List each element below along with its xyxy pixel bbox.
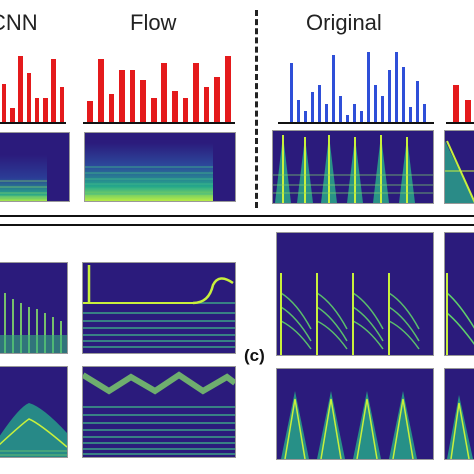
bar-original-10 (352, 103, 357, 122)
bar-flow-5 (129, 69, 136, 122)
bar-edge-2 (464, 99, 472, 122)
horizontal-divider-upper (0, 215, 474, 217)
bar-original-1 (289, 62, 294, 122)
bar-cnn-2 (10, 108, 15, 122)
bar-original-7 (331, 55, 336, 122)
spectrogram-original-top (272, 130, 434, 204)
bar-flow-11 (193, 62, 199, 122)
bar-original-2 (296, 99, 301, 122)
bar-original-16 (394, 51, 399, 122)
bar-flow-6 (140, 80, 147, 122)
bar-cnn-6 (43, 97, 48, 122)
spectrogram-flow-top (84, 132, 236, 202)
bar-original-20 (422, 103, 427, 122)
bar-original-17 (401, 66, 406, 122)
bar-flow-10 (182, 97, 189, 122)
bar-cnn-4 (26, 73, 32, 122)
bar-original-15 (387, 70, 392, 122)
bar-chart-cnn (0, 52, 66, 122)
bar-chart-flow (85, 52, 233, 122)
bar-original-8 (338, 96, 343, 122)
horizontal-divider-lower (0, 224, 474, 226)
bar-flow-9 (171, 90, 178, 122)
bar-edge-1 (452, 84, 460, 122)
header-flow: Flow (130, 10, 177, 35)
bar-cnn-7 (51, 59, 56, 122)
bar-baseline-original (278, 122, 434, 124)
bar-flow-13 (214, 76, 221, 122)
spectrogram-edge-bottom (444, 368, 474, 460)
header-cnn: CNN (0, 10, 38, 35)
bar-flow-12 (203, 87, 210, 122)
bar-flow-2 (97, 59, 104, 122)
bar-baseline-cnn (0, 122, 66, 124)
spectrogram-flow-bottom (82, 366, 236, 458)
bar-original-5 (317, 85, 322, 122)
spectrogram-flow-mid (82, 262, 236, 354)
bar-original-14 (380, 96, 385, 122)
panel-label-c: (c) (244, 346, 265, 365)
bar-flow-4 (119, 69, 125, 122)
bar-flow-3 (108, 94, 115, 122)
bar-original-4 (310, 92, 315, 122)
spectrogram-edge-mid (444, 232, 474, 356)
bar-flow-14 (224, 55, 231, 122)
bar-original-19 (415, 81, 420, 122)
spectrogram-original-bottom (276, 368, 434, 460)
bar-chart-original (288, 48, 428, 122)
spectrogram-cnn-mid (0, 262, 68, 354)
bar-baseline-edge (446, 122, 474, 124)
bar-original-18 (408, 107, 413, 122)
bar-original-13 (373, 85, 378, 122)
spectrogram-cnn-bottom (0, 366, 68, 458)
spectrogram-original-mid (276, 232, 434, 356)
bar-cnn-3 (18, 55, 23, 122)
bar-flow-1 (87, 101, 94, 122)
header-original: Original (306, 10, 382, 35)
bar-cnn-1 (1, 83, 7, 122)
bar-flow-7 (150, 97, 157, 122)
bar-original-3 (303, 110, 308, 122)
spectrogram-cnn-top (0, 132, 70, 202)
bar-baseline-flow (83, 122, 235, 124)
bar-cnn-8 (59, 87, 65, 122)
bar-cnn-5 (34, 97, 40, 122)
bar-chart-edge (450, 72, 474, 122)
spectrogram-edge-top (444, 130, 474, 204)
vertical-dashed-divider (255, 10, 258, 208)
bar-original-6 (324, 103, 329, 122)
bar-flow-8 (161, 62, 168, 122)
bar-original-9 (345, 114, 350, 122)
bar-original-11 (359, 110, 364, 122)
bar-original-12 (366, 51, 371, 122)
